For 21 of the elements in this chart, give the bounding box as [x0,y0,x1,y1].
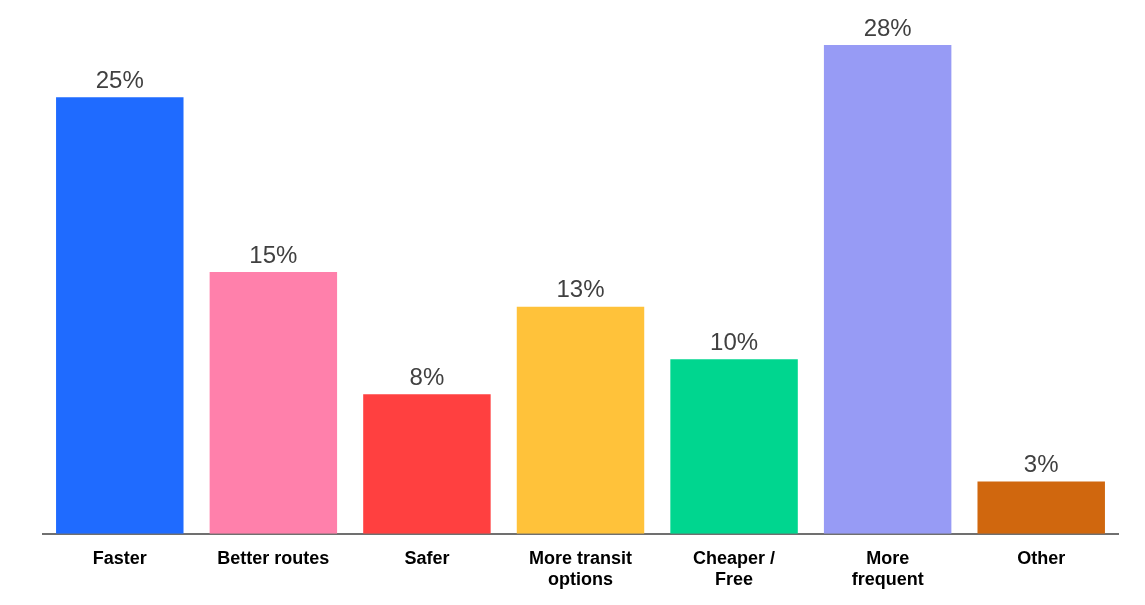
x-tick-label: Other [1017,547,1066,568]
data-label: 13% [556,275,605,303]
x-tick-label: More frequent [851,547,924,590]
x-tick-label: Safer [404,547,450,568]
data-label: 3% [1023,450,1059,478]
bar [977,481,1105,534]
data-label: 10% [710,327,759,355]
data-label: 8% [409,362,445,390]
x-tick-label: Cheaper / Free [693,547,776,590]
x-tick-label: More transit options [528,547,633,590]
data-label: 25% [95,66,144,93]
bar [516,306,645,534]
bar [209,271,338,534]
data-label: 28% [863,13,912,41]
bar [56,97,184,534]
data-label: 15% [249,240,298,268]
bar [670,359,798,534]
x-tick-label: Faster [92,547,147,568]
bar [363,394,491,534]
bar [823,45,952,534]
x-tick-label: Better routes [217,547,330,568]
